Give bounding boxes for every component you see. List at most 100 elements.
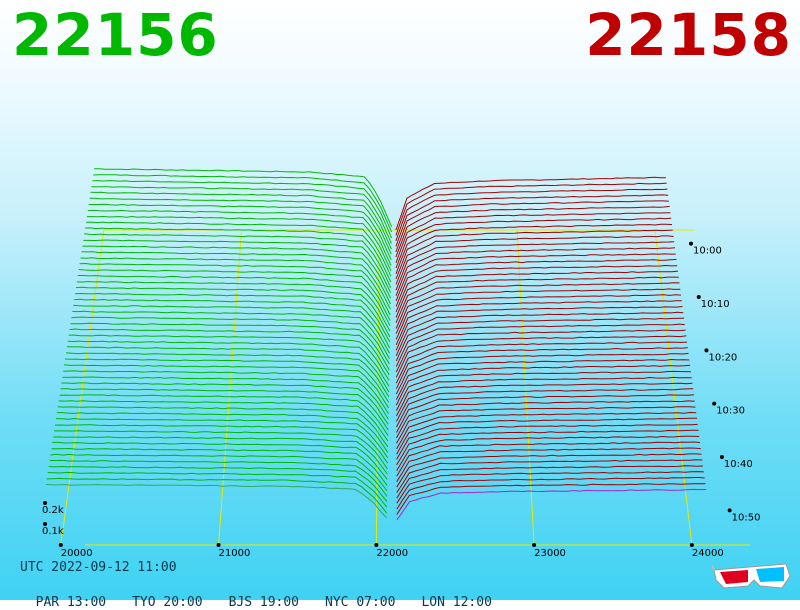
bid-depth-line — [79, 262, 391, 316]
ask-depth-line — [396, 388, 694, 428]
time-tick-mark — [712, 401, 717, 406]
time-label: 10:10 — [701, 299, 730, 310]
bid-depth-line — [90, 191, 392, 250]
time-tick-mark — [704, 348, 709, 353]
bid-depth-line — [50, 453, 388, 492]
bid-depth-line — [55, 418, 389, 458]
ask-depth-line — [395, 294, 682, 340]
3d-glasses-icon[interactable] — [712, 560, 792, 592]
grid-line — [218, 229, 243, 546]
z-tick-label: 0.2k — [42, 505, 64, 516]
bid-depth-line — [61, 382, 389, 425]
ask-depth-line — [395, 317, 685, 362]
bid-depth-line — [91, 186, 392, 244]
ask-depth-line — [395, 217, 672, 269]
time-tick-mark — [689, 241, 694, 246]
ask-depth-line — [395, 329, 686, 373]
bid-depth-line — [54, 430, 388, 470]
x-tick-label: 20000 — [61, 548, 93, 559]
z-tick-label: 0.1k — [42, 526, 64, 537]
time-label: 10:30 — [716, 406, 745, 417]
x-tick-mark — [689, 543, 694, 547]
bid-depth-line — [62, 376, 389, 420]
bid-depth-line — [51, 447, 388, 486]
bid-depth-line — [53, 436, 388, 475]
ask-depth-line — [396, 429, 699, 466]
bid-depth-line — [64, 364, 390, 409]
x-tick-label: 21000 — [219, 548, 251, 559]
bid-depth-line — [77, 275, 391, 326]
ask-depth-line — [396, 400, 695, 439]
grid-line — [375, 229, 380, 546]
x-tick-mark — [58, 543, 63, 547]
ask-depth-line — [396, 471, 704, 504]
bid-depth-line — [75, 292, 391, 343]
ask-depth-line — [396, 447, 701, 482]
bid-depth-line — [86, 215, 392, 272]
bid-depth-line — [56, 412, 389, 453]
ask-depth-line — [396, 459, 703, 493]
ask-depth-line — [396, 406, 696, 444]
bid-depth-line — [89, 197, 392, 255]
bid-depth-line — [45, 483, 387, 519]
ask-depth-line — [395, 176, 666, 231]
ask-depth-line — [395, 341, 688, 384]
grid-line — [516, 229, 535, 546]
ask-depth-line — [395, 335, 687, 378]
ask-depth-line — [395, 323, 685, 367]
bid-depth-line — [67, 340, 390, 387]
clock-bjs: BJS 19:00 — [228, 595, 300, 610]
ask-depth-line — [395, 264, 678, 313]
ask-depth-line — [395, 306, 683, 351]
bid-depth-line — [65, 358, 390, 403]
bid-depth-line — [59, 394, 389, 436]
bid-depth-line — [87, 209, 392, 266]
clock-lon: LON 12:00 — [421, 595, 492, 610]
time-label: 10:20 — [708, 352, 737, 363]
bid-depth-line — [82, 245, 392, 299]
bid-depth-line — [48, 465, 388, 502]
bid-depth-line — [78, 269, 391, 321]
ask-depth-line — [395, 188, 668, 242]
bid-depth-line — [73, 304, 391, 354]
ask-depth-line — [396, 417, 697, 455]
ask-depth-line — [395, 182, 667, 236]
clock-tyo: TYO 20:00 — [132, 595, 203, 610]
time-tick-mark — [719, 455, 724, 460]
ask-price: 22158 — [585, 1, 792, 69]
bid-depth-line — [65, 352, 390, 398]
ask-depth-line — [396, 465, 704, 499]
x-tick-mark — [532, 543, 537, 547]
ask-depth-line — [395, 347, 688, 389]
ask-depth-line — [396, 488, 707, 521]
x-tick-mark — [374, 543, 379, 547]
bid-depth-line — [74, 298, 391, 349]
bid-price: 22156 — [12, 1, 219, 69]
bid-depth-line — [92, 180, 393, 239]
bid-depth-line — [76, 281, 391, 332]
bid-depth-line — [52, 441, 388, 480]
bid-depth-line — [85, 221, 392, 277]
ask-depth-line — [395, 300, 682, 346]
bid-depth-line — [85, 227, 392, 283]
bid-depth-line — [75, 286, 391, 338]
ask-depth-line — [395, 376, 692, 417]
ask-depth-line — [395, 288, 681, 334]
bid-depth-line — [47, 471, 388, 508]
bid-depth-line — [72, 310, 390, 360]
ask-depth-line — [396, 483, 706, 515]
grid-line — [60, 229, 105, 546]
x-tick-mark — [216, 543, 221, 547]
ask-depth-line — [395, 205, 670, 258]
x-tick-label: 22000 — [376, 548, 408, 559]
clock-nyc: NYC 07:00 — [325, 595, 396, 610]
ask-depth-line — [395, 258, 677, 307]
ask-depth-line — [395, 370, 691, 411]
ask-depth-line — [395, 358, 690, 400]
ask-depth-line — [396, 394, 694, 433]
bid-depth-line — [71, 316, 390, 365]
ask-depth-line — [395, 200, 669, 253]
ask-depth-line — [395, 282, 680, 329]
x-tick-label: 24000 — [692, 548, 724, 559]
bid-depth-line — [93, 174, 393, 233]
